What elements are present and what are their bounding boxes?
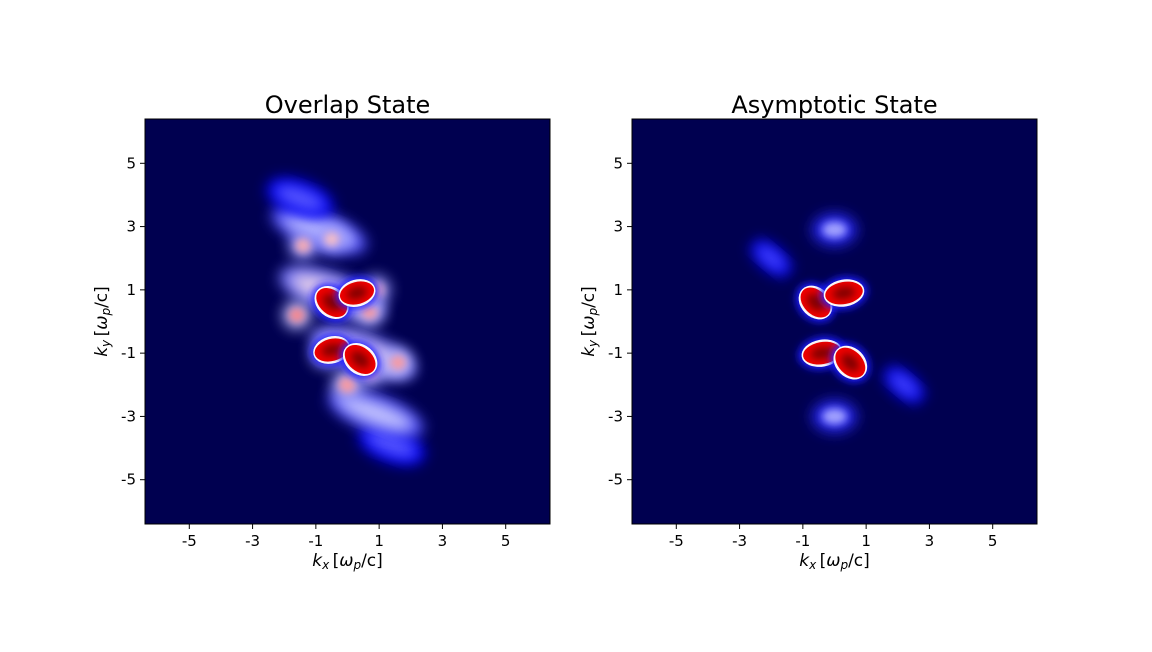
peak-lobe-core	[321, 343, 342, 357]
intensity-band-core	[889, 371, 919, 398]
peak-lobe-core	[351, 351, 370, 368]
y-tick-label: -5	[608, 471, 623, 489]
x-tick-label: 5	[501, 532, 511, 550]
y-tick-label: 1	[126, 281, 136, 299]
intensity-spot-core	[323, 232, 340, 247]
peak-lobe-core	[346, 286, 368, 300]
y-axis-label: ky [ωp/c]	[579, 286, 600, 357]
heatmap-area	[266, 177, 426, 466]
y-tick-label: -3	[608, 407, 623, 425]
heatmap-area	[751, 213, 925, 433]
peak-lobe-core	[810, 346, 834, 360]
x-axis-label: kx [ωp/c]	[799, 551, 870, 572]
y-tick-label: -5	[121, 471, 136, 489]
x-tick-label: 1	[861, 532, 871, 550]
peak-lobe-core	[832, 286, 856, 300]
y-tick-label: -3	[121, 407, 136, 425]
x-tick-label: -3	[732, 532, 747, 550]
intensity-spot-core	[295, 238, 312, 253]
chart-panel-2: Asymptotic State -5 -3 -1 1 3 5 -5 -3 -1 1 3 5 kx [ωp…	[579, 91, 1038, 572]
peak-lobe-core	[841, 353, 860, 372]
x-tick-label: -1	[308, 532, 323, 550]
x-tick-label: 3	[438, 532, 448, 550]
intensity-band-core	[756, 245, 786, 272]
x-axis-label: kx [ωp/c]	[312, 551, 383, 572]
intensity-spot-core	[338, 376, 357, 393]
y-tick-label: 3	[613, 218, 623, 236]
heatmap-background	[632, 119, 1037, 524]
chart-title: Asymptotic State	[731, 91, 937, 119]
heatmap-background	[145, 119, 550, 524]
chart-title: Overlap State	[265, 91, 431, 119]
intensity-band-core	[274, 185, 326, 211]
plot-frame	[631, 118, 1038, 525]
x-tick-label: -3	[245, 532, 260, 550]
y-tick-label: 5	[613, 154, 623, 172]
y-axis-label: ky [ωp/c]	[92, 286, 113, 357]
x-tick-label: -5	[182, 532, 197, 550]
x-tick-label: -1	[795, 532, 810, 550]
y-tick-label: -1	[608, 344, 623, 362]
intensity-spot-core	[361, 304, 378, 320]
x-tick-label: -5	[669, 532, 684, 550]
intensity-band-core	[339, 396, 413, 430]
x-tick-label: 3	[925, 532, 935, 550]
y-tick-label: 5	[126, 154, 136, 172]
intensity-spot-core	[822, 408, 847, 425]
y-tick-label: 1	[613, 281, 623, 299]
intensity-spot-core	[390, 355, 406, 370]
x-tick-label: 5	[988, 532, 998, 550]
intensity-band-core	[366, 432, 418, 458]
chart-panel-1: Overlap State -5 -3 -1 1 3 5 -5 -3 -1 1 3 5 kx [ωp/c]…	[92, 91, 551, 572]
intensity-spot-core	[822, 221, 847, 238]
y-tick-label: -1	[121, 344, 136, 362]
peak-lobe-core	[806, 293, 825, 312]
plot-frame	[144, 118, 551, 525]
y-tick-label: 3	[126, 218, 136, 236]
x-tick-label: 1	[374, 532, 384, 550]
intensity-spot-core	[289, 308, 305, 323]
